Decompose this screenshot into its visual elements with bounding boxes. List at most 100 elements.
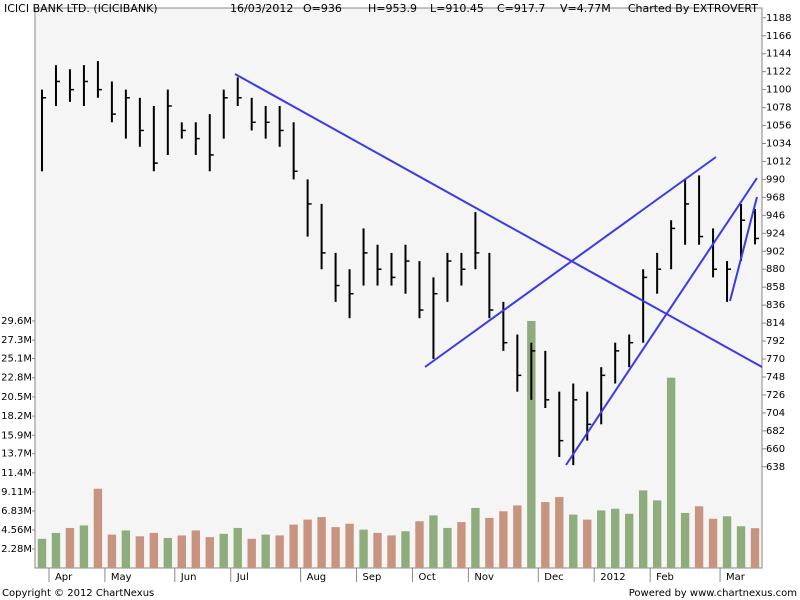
volume-bar [624, 513, 634, 568]
y-tick-label: 704 [766, 408, 785, 419]
x-tick-label: Jul [236, 572, 249, 583]
y-tick-label: 726 [766, 390, 785, 401]
y-tick-label: 1012 [766, 156, 791, 167]
quote-open: O=936 [303, 2, 342, 15]
y2-tick-label: 15.9M [1, 430, 32, 441]
y2-tick-label: 20.5M [1, 392, 32, 403]
volume-bar [569, 514, 578, 568]
volume-bar [597, 510, 606, 568]
volume-bar [121, 530, 131, 568]
quote-close: C=917.7 [497, 2, 545, 15]
y-tick-label: 638 [766, 462, 785, 473]
volume-bar [415, 521, 424, 568]
volume-bar [457, 522, 466, 568]
volume-bar [499, 511, 508, 568]
y2-tick-label: 6.83M [1, 506, 32, 517]
volume-bar [443, 527, 452, 568]
volume-bar [233, 527, 242, 568]
y2-tick-label: 22.8M [1, 373, 32, 384]
volume-bar [107, 534, 117, 568]
y-tick-label: 880 [766, 264, 785, 275]
y2-tick-label: 9.11M [1, 487, 32, 498]
x-tick-label: May [111, 572, 132, 583]
x-tick-label: Oct [418, 572, 435, 583]
y2-tick-label: 13.7M [1, 449, 32, 460]
volume-bar [555, 497, 564, 568]
volume-bar [317, 517, 326, 568]
copyright: Copyright © 2012 ChartNexus [2, 588, 154, 599]
quote-volume: V=4.77M [560, 2, 611, 15]
x-tick-label: Jun [180, 572, 197, 583]
x-tick-label: Feb [656, 572, 674, 583]
y2-tick-label: 11.4M [1, 468, 32, 479]
volume-bar [680, 512, 690, 568]
volume-bar [541, 502, 550, 568]
quote-low: L=910.45 [430, 2, 484, 15]
x-tick-label: Mar [726, 572, 746, 583]
volume-bar [485, 517, 494, 568]
volume-bar [638, 490, 648, 568]
volume-bar [387, 535, 396, 568]
volume-bar [722, 516, 732, 568]
volume-bar [513, 505, 522, 568]
volume-bar [149, 532, 159, 568]
x-tick-label: Nov [474, 572, 494, 583]
volume-bar [247, 538, 256, 568]
volume-bar [93, 488, 103, 568]
volume-bar [471, 507, 480, 568]
volume-bar [191, 530, 200, 568]
volume-bar [429, 515, 438, 568]
y-tick-label: 858 [766, 282, 785, 293]
y-tick-label: 660 [766, 444, 785, 455]
volume-bar [750, 528, 760, 568]
x-tick-label: Sep [363, 572, 382, 583]
volume-bar [163, 537, 173, 568]
volume-bar [666, 377, 676, 568]
volume-bar [51, 532, 61, 568]
volume-bar [345, 523, 354, 568]
y-tick-label: 748 [766, 372, 785, 383]
y-tick-label: 1122 [766, 67, 791, 78]
y-tick-label: 682 [766, 426, 785, 437]
y-tick-label: 1056 [766, 121, 791, 132]
y-tick-label: 1078 [766, 103, 791, 114]
y-tick-label: 1034 [766, 139, 791, 150]
volume-bar [219, 533, 228, 568]
quote-date: 16/03/2012 [230, 2, 293, 15]
volume-bar [401, 531, 410, 568]
x-tick-label: 2012 [600, 572, 625, 583]
y-tick-label: 1100 [766, 85, 791, 96]
trend-line [234, 73, 763, 368]
y2-tick-label: 4.56M [1, 525, 32, 536]
trend-line [424, 156, 717, 368]
volume-bar [736, 526, 746, 568]
y-tick-label: 770 [766, 354, 785, 365]
quote-high: H=953.9 [368, 2, 417, 15]
volume-bar [708, 518, 718, 568]
y2-tick-label: 29.6M [1, 316, 32, 327]
volume-bar [527, 320, 536, 568]
y2-tick-label: 27.3M [1, 335, 32, 346]
volume-bar [289, 524, 298, 568]
chart-title: ICICI BANK LTD. (ICICIBANK) [4, 2, 158, 15]
y-tick-label: 924 [766, 228, 785, 239]
volume-bar [261, 534, 270, 568]
volume-bar [79, 525, 89, 568]
powered-by: Powered by www.chartnexus.com [629, 588, 797, 599]
volume-bar [177, 535, 186, 568]
y-tick-label: 1144 [766, 49, 791, 60]
volume-bar [303, 519, 312, 568]
y-tick-label: 990 [766, 174, 785, 185]
x-tick-label: Apr [55, 572, 73, 583]
volume-bar [652, 500, 662, 568]
y-tick-label: 946 [766, 210, 785, 221]
volume-bar [694, 506, 704, 568]
y2-tick-label: 18.2M [1, 411, 32, 422]
y-tick-label: 1166 [766, 31, 791, 42]
trend-line [729, 196, 758, 302]
credit: Charted By EXTROVERT [628, 2, 758, 15]
volume-bar [65, 527, 75, 568]
y-tick-label: 968 [766, 192, 785, 203]
x-tick-label: Aug [307, 572, 327, 583]
